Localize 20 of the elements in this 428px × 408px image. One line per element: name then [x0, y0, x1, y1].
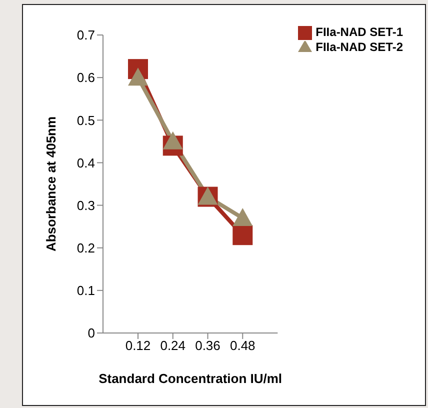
legend-label: FIIa-NAD SET-2 [316, 40, 403, 54]
x-tick-label: 0.36 [195, 338, 220, 354]
x-tick-label: 0.24 [160, 338, 186, 354]
point [232, 208, 253, 226]
x-tick-label: 0.12 [125, 338, 151, 354]
y-axis-title: Absorbance at 405nm [44, 116, 59, 252]
legend-label: FIIa-NAD SET-1 [316, 25, 403, 39]
y-tick-label: 0 [88, 326, 95, 341]
point [232, 225, 253, 246]
y-tick-label: 0.5 [76, 112, 95, 128]
point [128, 68, 148, 86]
x-tick-label: 0.48 [230, 338, 256, 354]
y-tick-label: 0.2 [76, 240, 95, 256]
y-tick-label: 0.1 [76, 283, 95, 298]
y-tick-label: 0.3 [76, 198, 95, 213]
x-axis-title: Standard Concentration IU/ml [98, 371, 282, 386]
y-tick-label: 0.6 [76, 70, 95, 86]
y-tick-label: 0.4 [76, 155, 95, 170]
point [162, 131, 183, 150]
y-tick-label: 0.7 [76, 28, 95, 43]
